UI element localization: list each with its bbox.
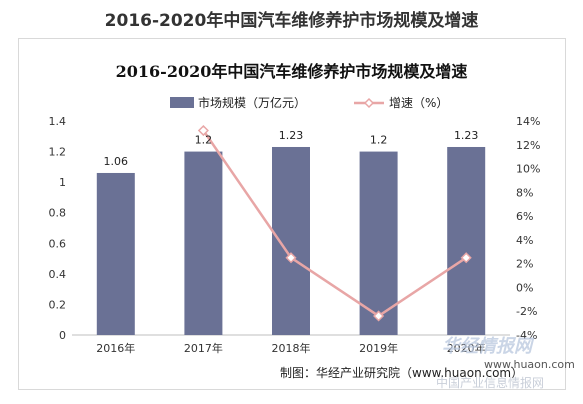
chart-title: 2016-2020年中国汽车维修养护市场规模及增速: [115, 62, 468, 81]
page-heading: 2016-2020年中国汽车维修养护市场规模及增速: [104, 11, 479, 31]
y-tick-label: 1.2: [49, 146, 67, 159]
bar-value-label: 1.2: [370, 134, 388, 147]
bar-series: [96, 146, 486, 335]
growth-line-series: [197, 124, 472, 322]
bar: [359, 151, 398, 335]
chart-legend: 市场规模（万亿元） 增速（%）: [170, 95, 448, 110]
watermark-url: www.huaon.com: [484, 358, 575, 371]
growth-point-marker: [197, 124, 209, 137]
y2-tick-label: -4%: [516, 329, 537, 342]
data-labels: 1.06 1.2 1.23 1.2 1.23: [104, 129, 479, 168]
bar-value-label: 1.2: [195, 134, 213, 147]
y2-tick-label: 6%: [516, 210, 533, 223]
x-tick-label: 2016年: [96, 341, 135, 355]
growth-point-marker: [285, 252, 297, 264]
y2-tick-label: 12%: [516, 139, 540, 152]
y-tick-label: 0.4: [49, 268, 67, 281]
y2-tick-label: 8%: [516, 186, 533, 199]
x-tick-label: 2020年: [447, 341, 486, 355]
y-tick-label: 0.8: [49, 207, 67, 220]
growth-point-marker: [373, 310, 385, 322]
bar: [184, 151, 223, 335]
x-tick-label: 2019年: [359, 341, 398, 355]
bar: [272, 146, 310, 335]
bar: [447, 146, 486, 335]
watermark-name: 中国产业信息情报网: [436, 376, 545, 390]
y-tick-label: 1: [59, 176, 66, 189]
y-tick-label: 0.2: [49, 298, 67, 311]
y-tick-label: 1.4: [49, 115, 67, 128]
legend-line-label: 增速（%）: [389, 96, 448, 110]
y2-tick-label: 2%: [516, 258, 533, 271]
y2-tick-label: 4%: [516, 234, 533, 247]
y2-tick-label: 10%: [516, 163, 540, 176]
y-tick-label: 0: [59, 329, 66, 342]
growth-point-marker: [460, 252, 472, 264]
source-note: 制图：华经产业研究院（www.huaon.com）: [280, 366, 524, 380]
y-tick-label: 0.6: [49, 237, 67, 250]
x-tick-label: 2017年: [184, 341, 223, 355]
y2-tick-label: 14%: [516, 115, 540, 128]
bar-value-label: 1.23: [279, 129, 304, 142]
bar-value-label: 1.23: [454, 129, 479, 142]
legend-bar-label: 市场规模（万亿元）: [198, 95, 306, 110]
y2-tick-label: -2%: [516, 305, 537, 318]
legend-bar-swatch: [170, 97, 194, 108]
x-tick-label: 2018年: [272, 341, 311, 355]
bar: [96, 172, 135, 335]
bar-value-label: 1.06: [104, 155, 129, 168]
watermark: 华经情报网 www.huaon.com 中国产业信息情报网: [436, 330, 576, 394]
growth-line: [202, 129, 467, 318]
legend-line-marker: [363, 97, 375, 109]
watermark-logo: 华经情报网: [442, 336, 532, 357]
y2-tick-label: 0%: [516, 281, 533, 294]
